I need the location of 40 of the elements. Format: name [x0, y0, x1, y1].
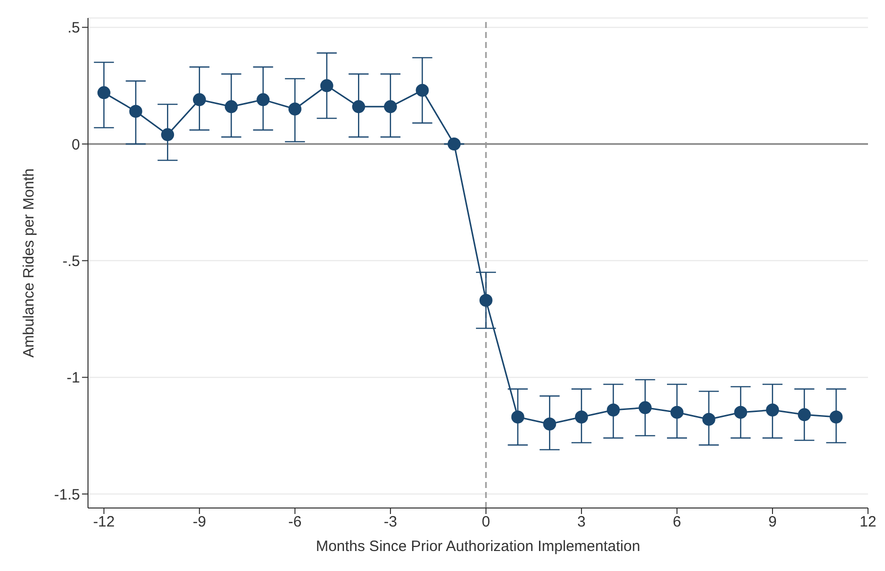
point: [161, 128, 174, 142]
y-tick-label: 0: [72, 136, 80, 154]
point: [734, 406, 748, 419]
point: [798, 408, 811, 422]
x-axis-title: Months Since Prior Authorization Implementation: [316, 538, 640, 555]
point: [543, 418, 556, 430]
y-axis-title: Ambulance Rides per Month: [20, 168, 38, 358]
y-tick-label: .5: [67, 20, 80, 37]
y-tick-label: -1: [66, 370, 80, 387]
point: [574, 410, 588, 424]
point: [448, 138, 461, 150]
point: [638, 401, 652, 414]
x-tick-label: 0: [482, 514, 490, 531]
x-tick-label: 9: [768, 514, 777, 531]
point: [702, 412, 716, 426]
x-tick-label: -3: [384, 514, 398, 531]
point: [224, 100, 238, 114]
x-tick-label: -12: [93, 514, 115, 531]
x-tick-label: 3: [577, 514, 586, 531]
x-tick-label: 12: [860, 514, 876, 531]
point: [97, 86, 110, 100]
point: [606, 404, 620, 416]
point: [479, 294, 492, 307]
point: [416, 84, 429, 97]
point: [511, 410, 524, 424]
y-tick-label: -1.5: [54, 486, 80, 504]
point: [830, 410, 843, 424]
x-tick-label: -9: [192, 514, 206, 531]
point: [320, 79, 334, 92]
point: [256, 93, 270, 106]
point: [192, 93, 206, 106]
x-tick-label: -6: [288, 514, 302, 531]
x-tick-label: 6: [672, 514, 682, 531]
point: [766, 404, 779, 416]
point: [352, 100, 366, 114]
y-tick-label: -.5: [62, 252, 80, 270]
point: [384, 100, 397, 114]
point: [670, 406, 684, 419]
point: [129, 104, 142, 118]
point: [288, 102, 302, 116]
